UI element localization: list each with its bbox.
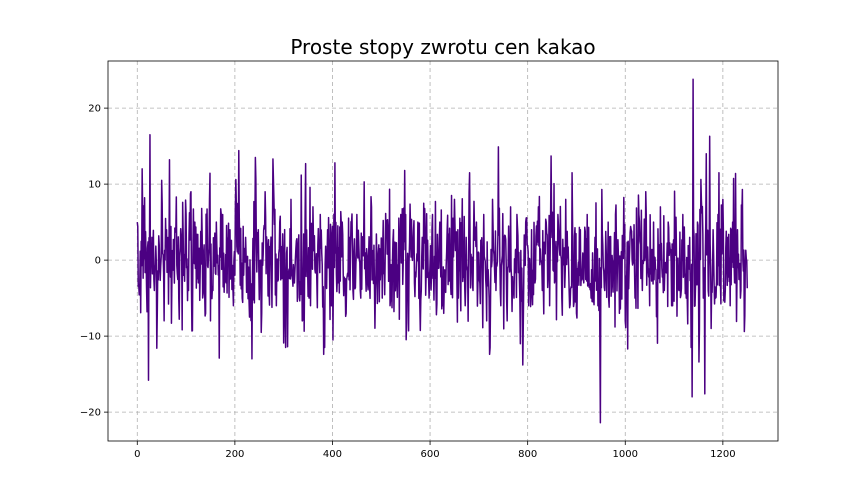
x-tick-label: 1200 <box>710 449 735 460</box>
series-layer <box>136 78 749 424</box>
x-tick-label: 400 <box>323 449 342 460</box>
y-tick-label: −10 <box>80 332 101 343</box>
x-tick-label: 0 <box>134 449 140 460</box>
y-tick-label: 0 <box>95 256 101 267</box>
axes: 0 200 400 600 800 1000 1200 −20 −10 0 10 20 <box>80 104 736 460</box>
x-tick-label: 200 <box>225 449 244 460</box>
chart-title: Proste stopy zwrotu cen kakao <box>290 35 595 59</box>
returns-series-line <box>136 78 749 424</box>
y-tick-label: 20 <box>88 104 101 115</box>
x-tick-label: 800 <box>518 449 537 460</box>
y-tick-label: −20 <box>80 408 101 419</box>
x-tick-label: 600 <box>421 449 440 460</box>
plot-frame <box>107 60 779 442</box>
y-tick-label: 10 <box>88 180 101 191</box>
x-tick-label: 1000 <box>613 449 638 460</box>
